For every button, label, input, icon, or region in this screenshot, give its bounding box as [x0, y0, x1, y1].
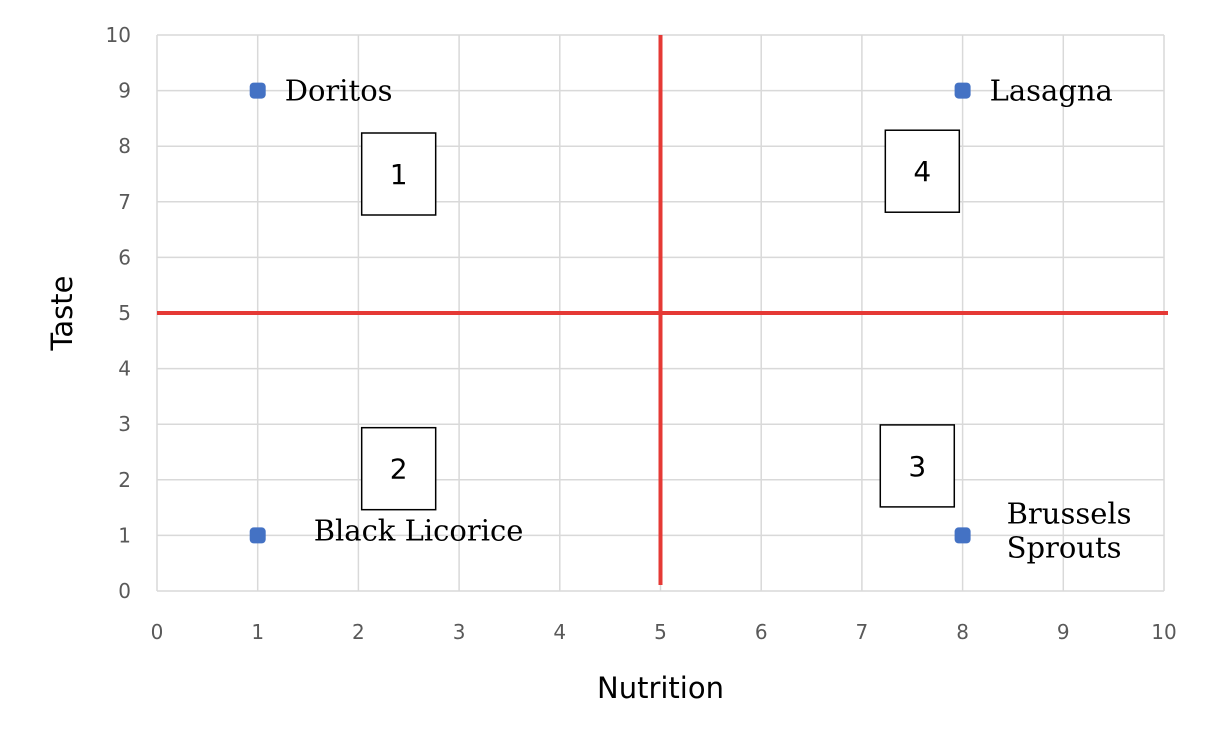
- reference-lines: [157, 35, 1168, 585]
- y-tick-label: 6: [118, 245, 131, 269]
- y-tick-label: 9: [118, 79, 131, 103]
- x-tick-label: 2: [352, 620, 365, 644]
- y-tick-label: 2: [118, 468, 131, 492]
- quadrant-label-2: 2: [390, 453, 408, 486]
- quadrant-label-3: 3: [908, 450, 926, 483]
- data-point: [249, 527, 266, 544]
- x-tick-labels: 0 1 2 3 4 5 6 7 8 9 10: [151, 620, 1177, 644]
- quadrant-label-1: 1: [390, 158, 408, 191]
- y-tick-label: 1: [118, 523, 131, 547]
- y-tick-label: 4: [118, 357, 131, 381]
- data-point: [954, 82, 971, 99]
- x-tick-label: 1: [251, 620, 264, 644]
- x-tick-label: 10: [1151, 620, 1176, 644]
- point-label: Black Licorice: [314, 513, 524, 547]
- x-tick-label: 7: [856, 620, 869, 644]
- point-label-line: Brussels: [1007, 496, 1132, 530]
- y-tick-label: 8: [118, 134, 131, 158]
- quadrant-label-4: 4: [913, 155, 931, 188]
- point-label: Lasagna: [990, 74, 1113, 108]
- quadrant-box-3: [879, 424, 956, 508]
- data-points: Doritos Lasagna Black Licorice Brussels Spro…: [249, 74, 1132, 564]
- x-tick-label: 5: [654, 620, 667, 644]
- point-label-line: Lasagna: [990, 74, 1113, 108]
- quadrant-box-4: [884, 129, 961, 213]
- point-label-line: Doritos: [285, 74, 393, 108]
- data-point: [249, 82, 266, 99]
- x-axis-title: Nutrition: [597, 671, 724, 705]
- x-tick-label: 8: [956, 620, 969, 644]
- x-tick-label: 0: [151, 620, 164, 644]
- y-tick-label: 3: [118, 412, 131, 436]
- data-point: [954, 527, 971, 544]
- point-label-line: Black Licorice: [314, 513, 524, 547]
- y-tick-label: 5: [118, 301, 131, 325]
- x-tick-label: 6: [755, 620, 768, 644]
- point-label-line: Sprouts: [1007, 530, 1122, 564]
- y-axis-title: Taste: [45, 275, 79, 351]
- y-tick-labels: 0 1 2 3 4 5 6 7 8 9 10: [106, 23, 131, 603]
- quadrant-box-2: [360, 426, 437, 511]
- quadrant-box-1: [360, 132, 437, 216]
- x-tick-label: 4: [553, 620, 566, 644]
- y-tick-label: 10: [106, 23, 131, 47]
- point-label: Doritos: [285, 74, 393, 108]
- point-label: Brussels Sprouts: [1007, 496, 1132, 564]
- x-tick-label: 3: [453, 620, 466, 644]
- y-tick-label: 0: [118, 579, 131, 603]
- x-tick-label: 9: [1057, 620, 1070, 644]
- quadrant-boxes: 1 2 3 4: [360, 129, 961, 511]
- y-tick-label: 7: [118, 190, 131, 214]
